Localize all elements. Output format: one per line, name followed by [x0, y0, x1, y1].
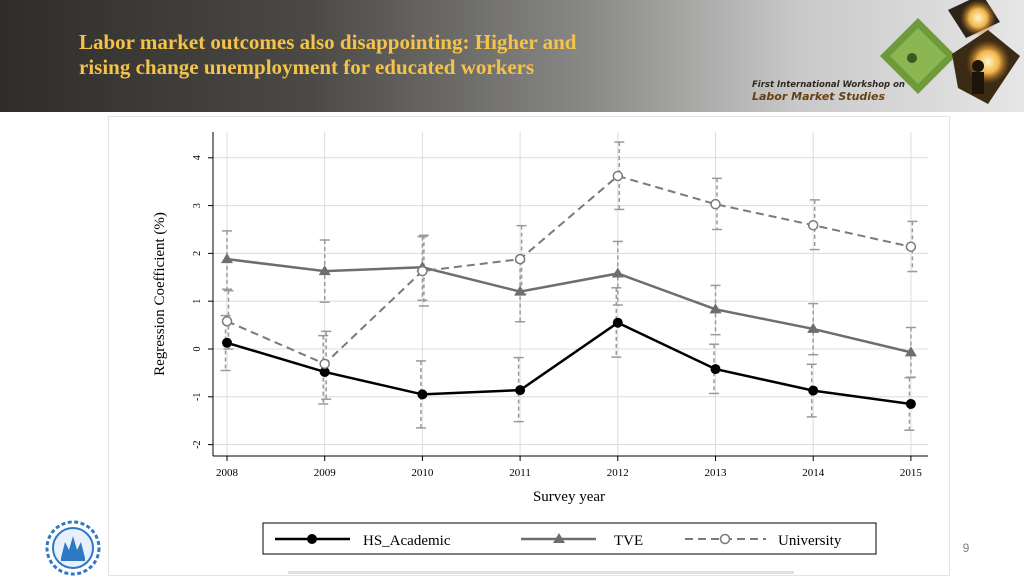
workshop-caption-line-2: Labor Market Studies — [752, 90, 886, 103]
legend-label-university: University — [778, 533, 842, 549]
point-tve — [514, 285, 527, 296]
point-university — [612, 170, 624, 182]
bottom-scroll-strip — [288, 571, 794, 574]
legend-marker-tve — [553, 533, 565, 543]
point-university — [417, 265, 428, 277]
x-axis-title: Survey year — [533, 489, 605, 505]
legend-marker-hs-academic — [307, 534, 317, 544]
slide-title-line-2: rising change unemployment for educated … — [79, 55, 535, 79]
point-tve — [221, 253, 233, 264]
y-axis-title: Regression Coefficient (%) — [152, 212, 168, 376]
y-tick-label: 1 — [192, 299, 203, 304]
x-tick-label: 2012 — [607, 467, 629, 479]
x-tick-label: 2009 — [314, 467, 337, 479]
y-tick-label: -1 — [192, 393, 203, 401]
y-tick-label: -2 — [192, 440, 203, 448]
slide-title: Labor market outcomes also disappointing… — [79, 30, 719, 80]
x-tick-label: 2011 — [509, 467, 531, 479]
grid-layer — [213, 132, 928, 456]
line-layer — [226, 174, 912, 406]
point-hs-academic — [319, 366, 330, 377]
slide-title-line-1: Labor market outcomes also disappointing… — [79, 30, 577, 54]
point-tve — [807, 322, 820, 333]
series-line-hs-academic — [226, 321, 912, 406]
legend: HS_Academic TVE University — [262, 522, 877, 555]
x-tick-label: 2010 — [411, 467, 434, 479]
slide-header: Labor market outcomes also disappointing… — [0, 0, 1024, 112]
workshop-caption-line-1: First International Workshop on — [752, 80, 905, 90]
point-hs-academic — [612, 317, 623, 328]
point-hs-academic — [515, 385, 526, 396]
point-university — [319, 358, 330, 370]
point-hs-academic — [710, 364, 721, 375]
workshop-banner-image — [880, 0, 1020, 104]
x-tick-label: 2015 — [900, 467, 923, 479]
series-line-university — [226, 174, 912, 365]
x-tick-label: 2008 — [216, 467, 239, 479]
y-tick-label: 2 — [192, 251, 203, 256]
chart-frame — [108, 116, 950, 576]
point-tve — [904, 346, 917, 357]
point-hs-academic — [222, 337, 232, 348]
university-logo — [45, 520, 101, 576]
point-hs-academic — [417, 389, 428, 400]
marker-layer — [221, 170, 917, 409]
point-university — [221, 316, 233, 327]
y-tick-label: 4 — [192, 155, 203, 160]
y-tick-label: 0 — [192, 347, 203, 352]
legend-marker-university — [719, 533, 731, 545]
tick-layer: 4 3 2 1 0 -1 -2 2008 2009 2010 2011 2012 2013 2014 201… — [192, 155, 922, 479]
x-tick-label: 2013 — [705, 467, 728, 479]
point-university — [514, 253, 526, 265]
y-tick-label: 3 — [192, 203, 203, 208]
legend-label-tve: TVE — [614, 533, 643, 549]
point-university — [710, 198, 721, 210]
series-line-tve — [226, 257, 912, 354]
workshop-caption: First International Workshop on Labor Ma… — [752, 80, 972, 103]
legend-label-hs-academic: HS_Academic — [363, 533, 451, 549]
point-university — [807, 219, 819, 231]
point-hs-academic — [905, 398, 916, 409]
x-tick-label: 2014 — [802, 467, 825, 479]
point-tve — [318, 265, 331, 276]
point-hs-academic — [808, 385, 819, 396]
point-tve — [611, 267, 624, 278]
point-university — [905, 241, 917, 252]
page-number: 9 — [962, 541, 970, 555]
point-tve — [709, 303, 722, 314]
